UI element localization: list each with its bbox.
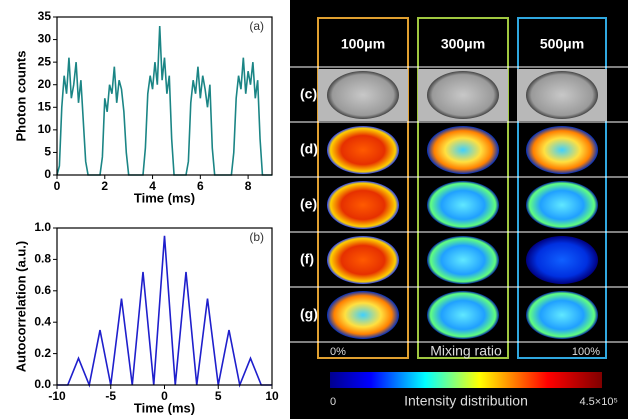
x-axis-title: Time (ms) — [134, 400, 195, 415]
color-bar — [330, 372, 602, 388]
x-tick-label: 0 — [54, 179, 61, 193]
row-label: (f) — [300, 251, 314, 267]
y-tick-label: 0.2 — [34, 346, 51, 360]
droplet-image — [427, 71, 499, 119]
y-tick-label: 0.4 — [34, 314, 51, 328]
data-line — [56, 25, 272, 176]
y-axis-title: Autocorrelation (a.u.) — [13, 241, 28, 372]
column-header: 300μm — [441, 36, 485, 52]
droplet-image — [526, 126, 598, 174]
droplet-image — [526, 291, 598, 339]
y-tick-label: 0.8 — [34, 252, 51, 266]
data-line — [57, 235, 272, 388]
row-label: (d) — [300, 141, 318, 157]
column-header: 100μm — [341, 36, 385, 52]
plot-frame — [56, 16, 273, 176]
y-tick-label: 35 — [38, 9, 52, 23]
droplet-image — [526, 236, 598, 284]
x-tick-label: 6 — [197, 179, 204, 193]
x-tick-label: 4 — [149, 179, 156, 193]
y-tick-label: 0.0 — [34, 377, 51, 391]
droplet-image — [327, 181, 399, 229]
x-tick-label: -5 — [105, 389, 116, 403]
droplet-image — [327, 126, 399, 174]
droplet-image — [427, 236, 499, 284]
y-axis-title: Photon counts — [13, 51, 28, 142]
droplet-image — [427, 126, 499, 174]
y-tick-label: 15 — [38, 99, 52, 113]
y-tick-label: 0.6 — [34, 283, 51, 297]
x-tick-label: 8 — [245, 179, 252, 193]
column-header: 500μm — [540, 36, 584, 52]
column-frame — [417, 17, 509, 359]
x-tick-label: 2 — [101, 179, 108, 193]
bar-title: Mixing ratio — [430, 343, 502, 359]
x-tick-label: 10 — [265, 389, 279, 403]
x-axis-title: Time (ms) — [134, 190, 195, 205]
y-tick-label: 5 — [44, 145, 51, 159]
plot-frame — [56, 227, 273, 386]
row-label: (e) — [300, 196, 317, 212]
droplet-image — [526, 181, 598, 229]
droplet-image — [327, 71, 399, 119]
y-tick-label: 20 — [38, 77, 52, 91]
bar-min-label: 0% — [330, 346, 346, 358]
droplet-image — [526, 71, 598, 119]
column-frame — [317, 17, 409, 359]
y-tick-label: 25 — [38, 54, 52, 68]
droplet-image — [327, 291, 399, 339]
row-label: (g) — [300, 306, 318, 322]
panel-label: (b) — [249, 230, 264, 244]
x-tick-label: -10 — [48, 389, 66, 403]
panel-label: (a) — [249, 19, 264, 33]
droplet-image — [427, 291, 499, 339]
y-tick-label: 1.0 — [34, 220, 51, 234]
droplet-image — [427, 181, 499, 229]
y-tick-label: 10 — [38, 122, 52, 136]
column-frame — [517, 17, 607, 359]
row-label: (c) — [300, 86, 317, 102]
droplet-image — [327, 236, 399, 284]
bar-max-label: 100% — [572, 346, 600, 358]
bar-title: Intensity distribution — [404, 393, 528, 409]
x-tick-label: 5 — [215, 389, 222, 403]
bar-max-label: 4.5×10⁵ — [579, 396, 618, 408]
bar-min-label: 0 — [330, 396, 336, 408]
y-tick-label: 30 — [38, 32, 52, 46]
x-tick-label: 0 — [161, 389, 168, 403]
y-tick-label: 0 — [44, 167, 51, 181]
